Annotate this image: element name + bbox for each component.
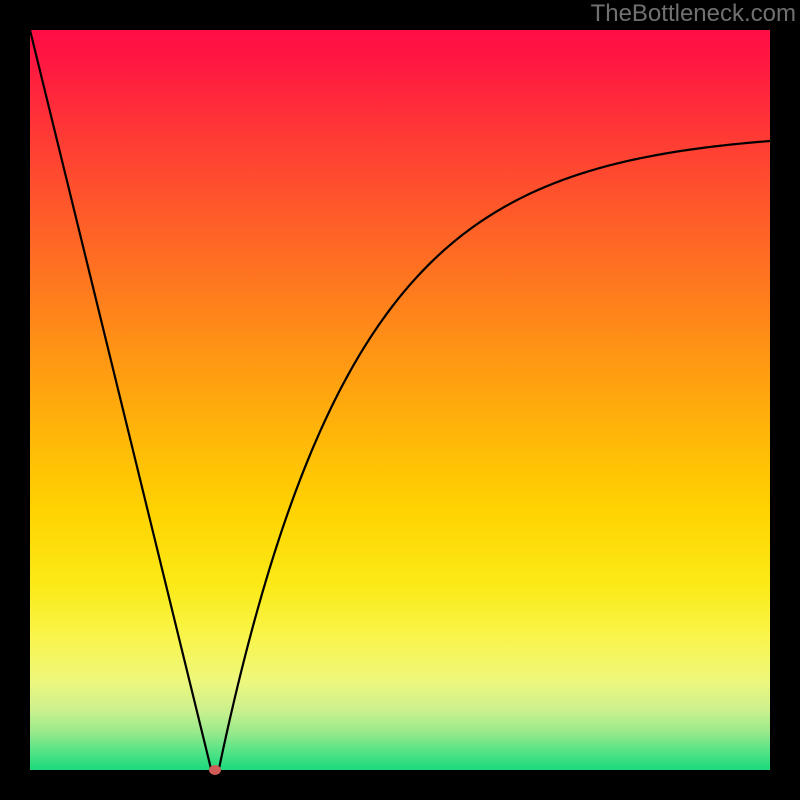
watermark-text: TheBottleneck.com (591, 0, 796, 28)
bottleneck-marker (209, 765, 221, 775)
gradient-background (30, 30, 770, 770)
bottleneck-chart (0, 0, 800, 800)
chart-container: TheBottleneck.com (0, 0, 800, 800)
